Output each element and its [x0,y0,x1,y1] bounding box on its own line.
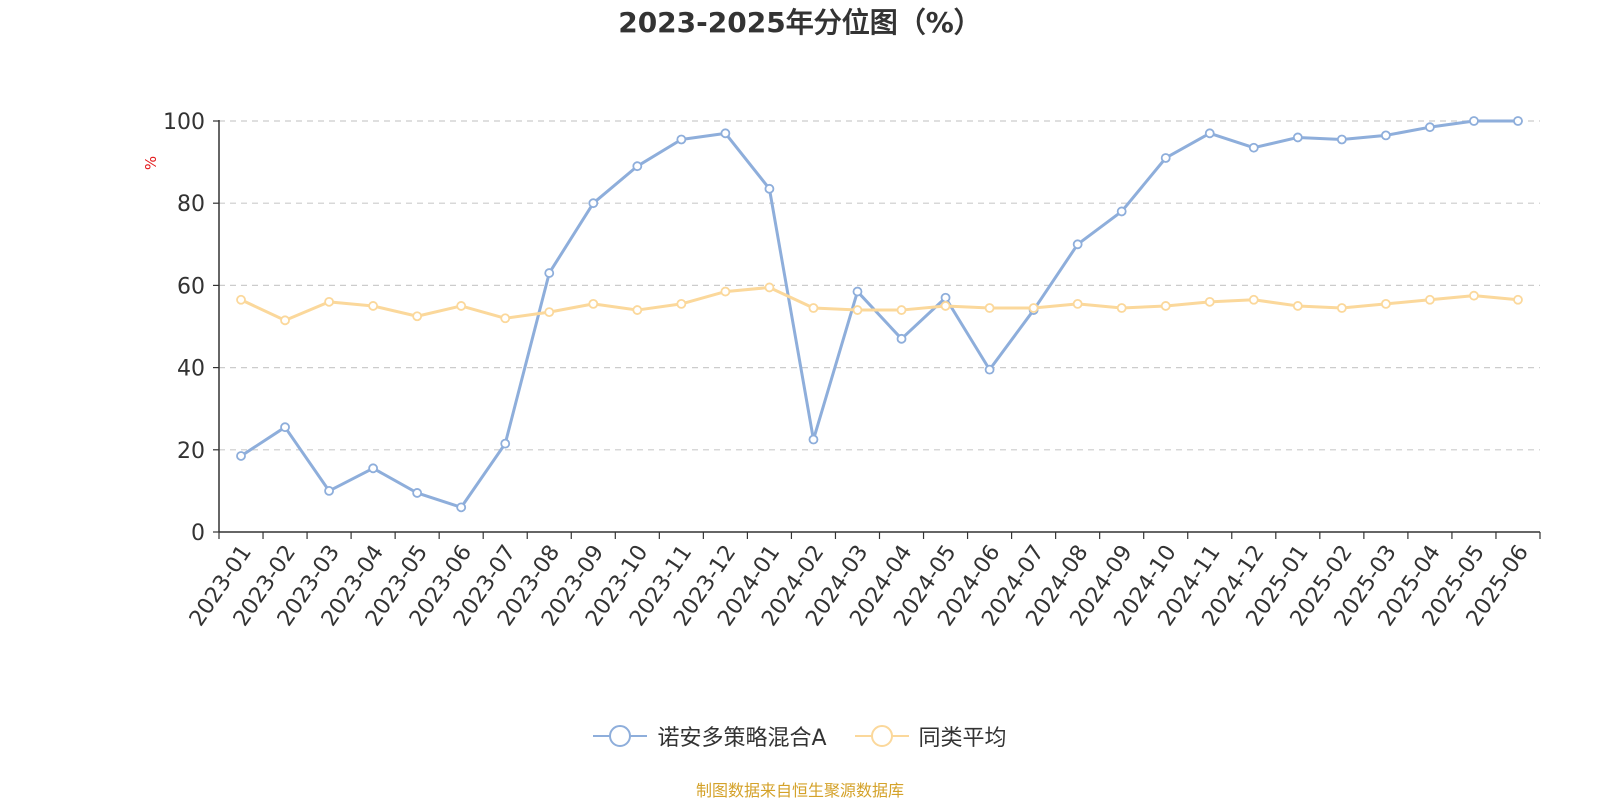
series-line-2 [239,285,1520,322]
data-point-series-2 [1160,301,1171,311]
data-point-series-1 [368,463,379,474]
data-point-series-1 [808,434,819,445]
data-point-series-1 [1425,122,1435,133]
axes: 0204060801002023-012023-022023-032023-04… [163,110,1541,631]
data-point-series-1 [236,451,246,461]
data-point-series-2 [1116,303,1127,313]
data-point-series-1 [984,364,995,375]
y-tick-label: 60 [177,274,205,299]
source-footnote: 制图数据来自恒生聚源数据库 [695,781,904,800]
data-point-series-1 [588,198,599,209]
y-tick-label: 100 [163,110,205,135]
legend-line-marker-icon [593,725,648,747]
data-point-series-2 [588,298,599,309]
legend-item-series-2[interactable]: 同类平均 [854,720,1007,752]
data-point-series-2 [1028,303,1039,313]
data-point-series-1 [1160,153,1171,163]
data-point-series-2 [1336,303,1347,313]
data-point-series-1 [896,333,907,344]
data-point-series-1 [852,286,863,297]
data-point-series-1 [1116,206,1127,217]
data-point-series-1 [544,268,555,278]
data-point-series-1 [632,161,643,172]
data-point-series-2 [808,303,819,313]
data-point-series-2 [324,296,334,307]
data-point-series-1 [1248,142,1259,153]
data-point-series-1 [412,488,423,498]
data-point-series-1 [1336,134,1347,145]
data-point-series-2 [1204,296,1215,307]
data-point-series-1 [1204,128,1215,139]
series-line-1 [239,119,1520,509]
data-point-series-1 [1513,116,1523,126]
data-point-series-1 [676,134,687,145]
grid-lines [219,120,1540,451]
data-point-series-2 [500,313,511,324]
series-lines [239,119,1520,509]
data-point-series-2 [1469,290,1479,301]
data-point-series-1 [1292,132,1303,143]
legend-label: 同类平均 [918,726,1007,751]
chart-legend: 诺安多策略混合A 同类平均 [0,720,1600,752]
data-points [236,116,1523,513]
y-tick-label: 0 [191,521,205,546]
y-tick-label: 40 [177,357,205,382]
data-point-series-1 [1469,116,1479,126]
y-tick-label: 20 [177,439,205,464]
data-point-series-2 [1292,301,1303,311]
legend-line-marker-icon [854,725,909,747]
data-point-series-1 [1072,239,1083,250]
data-point-series-2 [720,286,731,297]
data-point-series-2 [940,301,951,311]
data-point-series-2 [1513,294,1523,305]
data-point-series-2 [280,315,290,326]
data-point-series-1 [456,502,467,513]
data-point-series-2 [632,305,643,315]
y-axis-unit-label: % [142,156,160,170]
data-point-series-1 [1380,130,1391,141]
data-point-series-2 [1425,294,1435,305]
legend-label: 诺安多策略混合A [657,726,827,751]
data-point-series-2 [852,305,863,315]
data-point-series-2 [764,282,775,293]
data-point-series-1 [324,485,334,496]
data-point-series-2 [544,307,555,318]
data-point-series-1 [940,292,951,303]
data-point-series-2 [412,311,423,322]
data-point-series-2 [896,305,907,315]
data-point-series-2 [676,298,687,309]
legend-item-series-1[interactable]: 诺安多策略混合A [593,720,827,752]
chart-title: 2023-2025年分位图（%） [618,6,982,39]
data-point-series-2 [236,294,246,305]
data-point-series-2 [1248,294,1259,305]
data-point-series-1 [280,422,290,433]
data-point-series-2 [984,303,995,313]
data-point-series-2 [1072,298,1083,309]
data-point-series-2 [456,301,467,311]
data-point-series-1 [500,438,511,449]
data-point-series-2 [1380,298,1391,309]
data-point-series-2 [368,301,379,311]
y-tick-label: 80 [177,192,205,217]
data-point-series-1 [720,128,731,139]
data-point-series-1 [764,183,775,194]
